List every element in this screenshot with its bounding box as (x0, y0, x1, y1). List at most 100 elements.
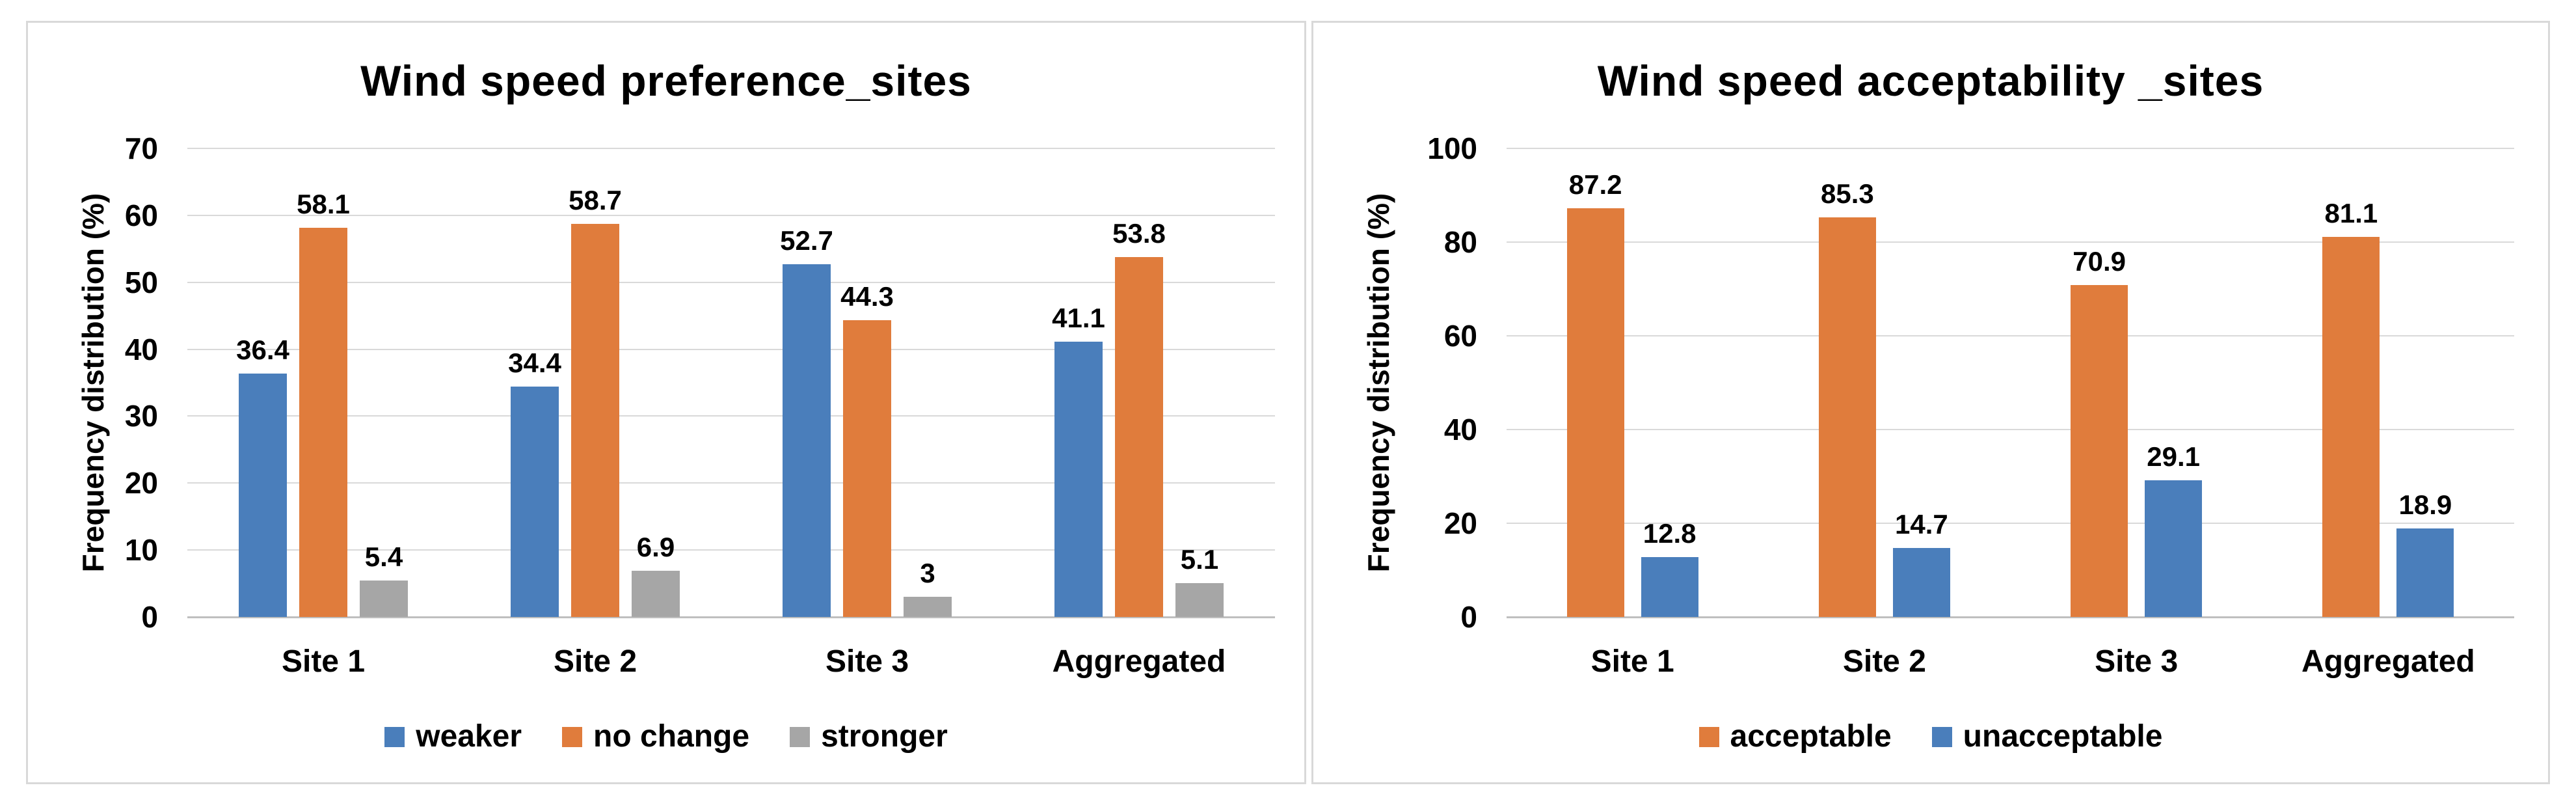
gridline-60 (187, 214, 1275, 216)
y-tick-0: 0 (1460, 600, 1477, 634)
bar-acceptable-site-1 (1566, 208, 1624, 617)
bar-acceptable-site-3 (2071, 284, 2128, 617)
legend-swatch-weaker (384, 726, 405, 747)
legend-item-stronger: stronger (790, 720, 948, 753)
bar-stronger-aggregated (1175, 582, 1224, 617)
legend-label-unacceptable: unacceptable (1963, 719, 2163, 754)
legend-item-acceptable: acceptable (1698, 719, 1892, 754)
legend-swatch-acceptable (1698, 726, 1719, 747)
gridline-20 (1507, 523, 2514, 524)
x-axis-line (187, 616, 1275, 618)
legend-label-weaker: weaker (416, 719, 522, 754)
bar-acceptable-aggregated (2322, 237, 2380, 617)
gridline-80 (1507, 241, 2514, 243)
y-tick-100: 100 (1427, 131, 1477, 165)
value-label-weaker-site-1: 36.4 (236, 334, 289, 365)
legend-item-no-change: no change (562, 720, 749, 753)
value-label-stronger-site-3: 3 (920, 558, 935, 589)
bar-weaker-aggregated (1054, 342, 1103, 617)
bar-stronger-site-1 (360, 581, 408, 617)
legend-label-stronger: stronger (821, 719, 948, 754)
chart-panel-wind-speed-preference: Wind speed preference_sites Frequency di… (26, 21, 1306, 784)
y-tick-70: 70 (124, 131, 158, 165)
legend-swatch-unacceptable (1931, 726, 1952, 747)
y-tick-20: 20 (1443, 506, 1477, 540)
value-label-stronger-site-1: 5.4 (364, 541, 403, 573)
x-label-aggregated: Aggregated (1052, 644, 1226, 679)
x-label-site-1: Site 1 (1590, 644, 1674, 679)
plot-area-preference: 0 10 20 30 40 50 60 70 Site 1 36.4 58.1 5.4 Site 2 34… (28, 23, 1304, 782)
legend-swatch-no-change (562, 726, 583, 747)
y-tick-80: 80 (1443, 225, 1477, 259)
gridline-70 (187, 148, 1275, 149)
y-tick-50: 50 (124, 265, 158, 299)
value-label-acceptable-site-1: 87.2 (1568, 169, 1622, 200)
legend-label-acceptable: acceptable (1730, 719, 1892, 754)
legend-swatch-stronger (790, 726, 811, 747)
value-label-unacceptable-site-1: 12.8 (1643, 517, 1697, 549)
legend-label-no-change: no change (593, 719, 750, 754)
bar-unacceptable-site-2 (1892, 548, 1950, 617)
value-label-unacceptable-aggregated: 18.9 (2398, 489, 2452, 520)
x-label-site-3: Site 3 (2095, 644, 2179, 679)
value-label-no-change-site-2: 58.7 (569, 185, 622, 216)
legend-preference: weaker no change stronger (28, 720, 1304, 753)
legend-item-weaker: weaker (384, 720, 522, 753)
x-label-site-2: Site 2 (1842, 644, 1926, 679)
bar-no-change-aggregated (1115, 256, 1163, 617)
bar-acceptable-site-2 (1818, 217, 1876, 617)
legend-item-unacceptable: unacceptable (1931, 719, 2163, 754)
gridline-100 (1507, 148, 2514, 149)
bar-weaker-site-2 (511, 387, 559, 617)
value-label-stronger-site-2: 6.9 (636, 532, 675, 563)
gridline-20 (187, 482, 1275, 484)
gridline-30 (187, 415, 1275, 417)
value-label-no-change-site-3: 44.3 (840, 281, 894, 312)
chart-title-acceptability: Wind speed acceptability _sites (1597, 57, 2264, 105)
gridline-50 (187, 281, 1275, 283)
chart-panel-wind-speed-acceptability: Wind speed acceptability _sites Frequenc… (1311, 21, 2550, 784)
x-axis-line (1507, 616, 2514, 618)
y-tick-40: 40 (124, 332, 158, 366)
plot-area-acceptability: 0 20 40 60 80 100 Site 1 87.2 12.8 Site 2 85.3 14.7… (1313, 23, 2548, 782)
gridline-40 (1507, 429, 2514, 430)
gridline-60 (1507, 335, 2514, 336)
y-tick-60: 60 (1443, 319, 1477, 353)
y-tick-0: 0 (141, 600, 158, 634)
bar-weaker-site-3 (783, 264, 831, 617)
gridline-10 (187, 549, 1275, 551)
x-label-site-3: Site 3 (825, 644, 909, 679)
x-label-site-1: Site 1 (281, 644, 366, 679)
value-label-unacceptable-site-2: 14.7 (1895, 509, 1948, 540)
bar-unacceptable-aggregated (2396, 528, 2454, 617)
value-label-weaker-site-3: 52.7 (780, 225, 833, 256)
bar-stronger-site-2 (632, 571, 680, 617)
bar-unacceptable-site-1 (1641, 556, 1698, 617)
y-tick-30: 30 (124, 399, 158, 433)
bar-no-change-site-1 (299, 228, 347, 617)
bar-weaker-site-1 (239, 373, 287, 617)
bar-unacceptable-site-3 (2145, 480, 2203, 617)
value-label-unacceptable-site-3: 29.1 (2147, 441, 2200, 472)
value-label-weaker-aggregated: 41.1 (1052, 303, 1105, 334)
value-label-no-change-aggregated: 53.8 (1112, 217, 1166, 249)
bar-stronger-site-3 (904, 597, 952, 617)
y-tick-10: 10 (124, 533, 158, 568)
bar-no-change-site-2 (571, 224, 619, 617)
x-label-aggregated: Aggregated (2301, 644, 2475, 679)
value-label-acceptable-aggregated: 81.1 (2324, 198, 2378, 229)
bar-no-change-site-3 (843, 320, 891, 617)
value-label-acceptable-site-2: 85.3 (1821, 178, 1874, 209)
y-tick-20: 20 (124, 466, 158, 500)
y-tick-60: 60 (124, 198, 158, 232)
chart-title-preference: Wind speed preference_sites (360, 57, 972, 105)
x-label-site-2: Site 2 (553, 644, 637, 679)
gridline-40 (187, 348, 1275, 350)
value-label-stronger-aggregated: 5.1 (1180, 543, 1219, 575)
value-label-weaker-site-2: 34.4 (508, 348, 561, 379)
value-label-acceptable-site-3: 70.9 (2073, 245, 2126, 277)
y-tick-40: 40 (1443, 413, 1477, 446)
legend-acceptability: acceptable unacceptable (1313, 720, 2548, 753)
value-label-no-change-site-1: 58.1 (297, 189, 350, 220)
